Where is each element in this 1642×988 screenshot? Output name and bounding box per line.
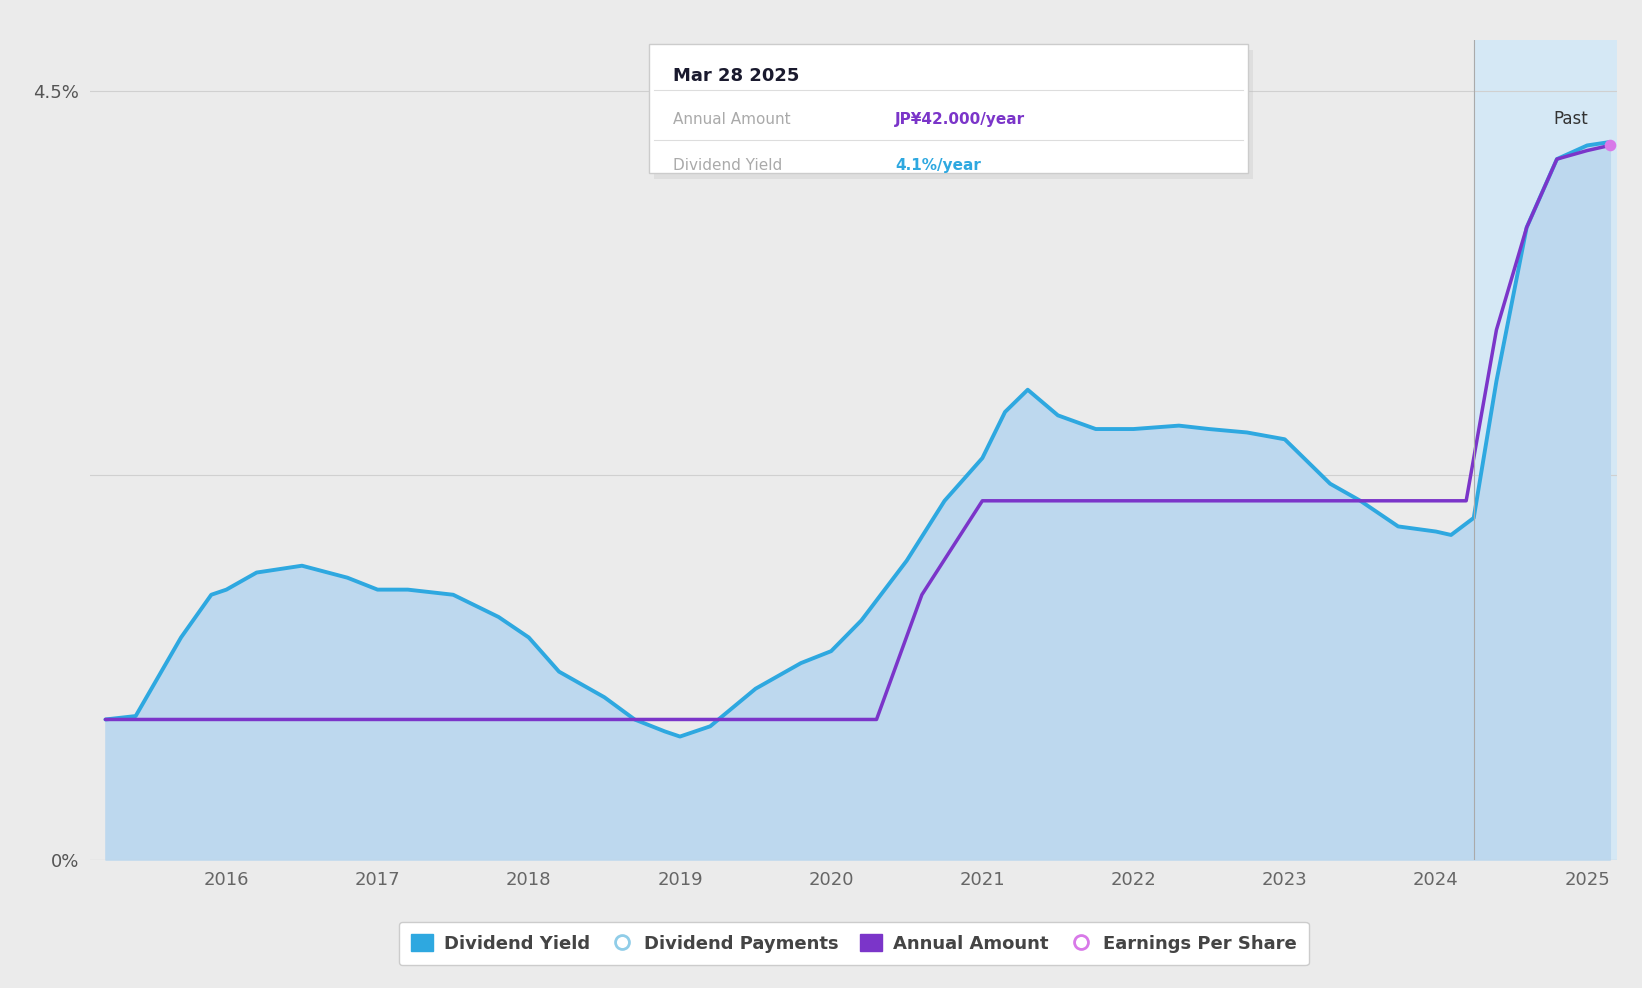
Text: Past: Past [1553,111,1588,128]
Text: 4.1%/year: 4.1%/year [895,158,980,173]
Text: Dividend Yield: Dividend Yield [673,158,783,173]
Bar [1475,40,1617,860]
Legend: Dividend Yield, Dividend Payments, Annual Amount, Earnings Per Share: Dividend Yield, Dividend Payments, Annua… [399,922,1309,965]
Text: Annual Amount: Annual Amount [673,113,791,127]
Text: Mar 28 2025: Mar 28 2025 [673,66,800,85]
Text: JP¥42.000/year: JP¥42.000/year [895,113,1025,127]
Point [1596,137,1622,153]
